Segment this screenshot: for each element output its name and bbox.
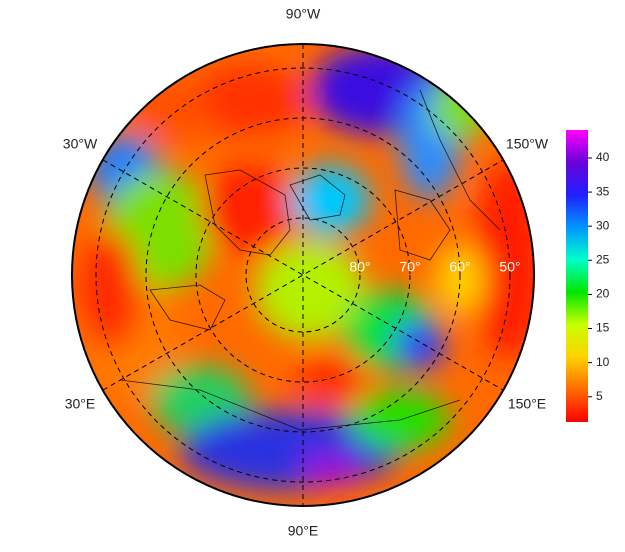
colorbar-tick-label: 5: [596, 389, 603, 403]
colorbar-tick-label: 15: [596, 321, 610, 335]
colorbar-tick-label: 30: [596, 218, 610, 232]
colorbar-tick-label: 40: [596, 150, 610, 164]
longitude-label: 150°E: [508, 396, 546, 412]
latitude-label: 50°: [499, 259, 520, 275]
colorbar-tick-label: 25: [596, 252, 610, 266]
longitude-label: 150°W: [506, 136, 549, 152]
latitude-label: 60°: [449, 259, 470, 275]
colorbar-tick-label: 10: [596, 355, 610, 369]
latitude-label: 70°: [399, 259, 420, 275]
colorbar-tick-label: 20: [596, 287, 610, 301]
longitude-label: 30°E: [65, 396, 96, 412]
longitude-label: 90°W: [286, 6, 321, 22]
graticule: [95, 44, 511, 506]
colorbar-tick-label: 35: [596, 184, 610, 198]
longitude-label: 90°E: [288, 523, 319, 539]
map-border: [71, 43, 535, 507]
longitude-label: 30°W: [63, 136, 98, 152]
latitude-label: 80°: [349, 259, 370, 275]
polar-map: [72, 44, 534, 506]
colorbar: [566, 130, 588, 422]
